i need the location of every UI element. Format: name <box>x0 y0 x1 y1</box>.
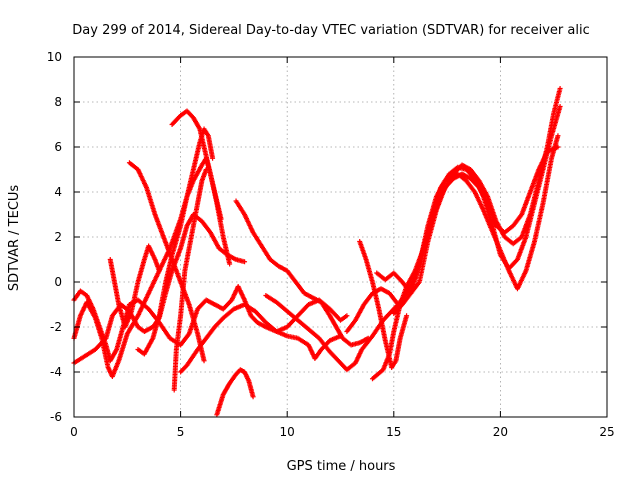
y-tick-label: 2 <box>54 230 62 244</box>
y-tick-label: 4 <box>54 185 62 199</box>
data-point <box>557 104 563 109</box>
data-point <box>404 313 410 319</box>
axis-ticks: 0 5 10 15 20 25 -6 -4 -2 0 2 4 6 8 10 <box>47 50 615 439</box>
grid-lines <box>74 57 607 417</box>
y-tick-label: -4 <box>50 365 62 379</box>
data-point <box>242 259 248 265</box>
data-point <box>555 144 561 150</box>
data-point <box>218 216 224 222</box>
y-tick-label: 8 <box>54 95 62 109</box>
data-point <box>210 155 216 161</box>
y-tick-label: -6 <box>50 410 62 424</box>
x-tick-label: 10 <box>280 425 295 439</box>
y-tick-label: -2 <box>50 320 62 334</box>
x-tick-label: 0 <box>70 425 78 439</box>
y-tick-label: 6 <box>54 140 62 154</box>
x-tick-label: 15 <box>386 425 401 439</box>
series-9 <box>107 243 162 330</box>
data-points <box>71 86 563 418</box>
series-8 <box>214 367 256 418</box>
series-10 <box>233 198 371 348</box>
data-point <box>201 358 207 364</box>
x-tick-label: 25 <box>599 425 614 439</box>
x-tick-label: 20 <box>493 425 508 439</box>
data-point <box>227 261 233 267</box>
chart-title: Day 299 of 2014, Sidereal Day-to-day VTE… <box>72 23 589 38</box>
series-4 <box>171 167 209 393</box>
x-tick-label: 5 <box>177 425 185 439</box>
series-5 <box>169 108 224 222</box>
series-2 <box>71 155 233 379</box>
data-point <box>555 133 561 139</box>
data-point <box>250 394 256 400</box>
data-point <box>156 268 162 274</box>
series-6 <box>135 126 216 357</box>
series-15 <box>391 86 563 316</box>
x-axis-label: GPS time / hours <box>287 459 396 474</box>
series-16 <box>374 144 561 296</box>
y-tick-label: 10 <box>47 50 62 64</box>
data-point <box>557 86 563 91</box>
data-point <box>344 313 350 319</box>
y-tick-label: 0 <box>54 275 62 289</box>
y-axis-label: SDTVAR / TECUs <box>7 185 22 292</box>
